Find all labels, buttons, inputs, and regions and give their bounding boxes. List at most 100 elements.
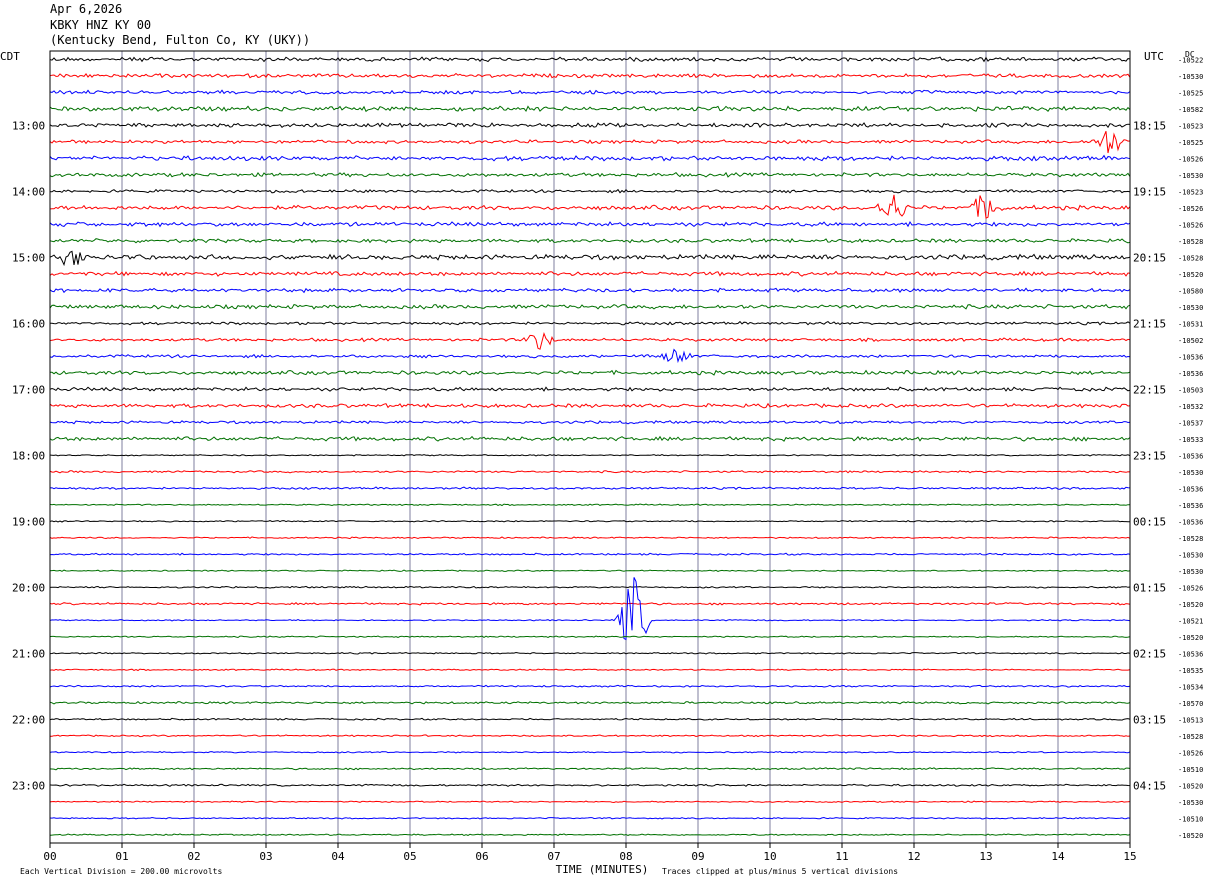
x-tick-label: 01 [115,850,128,863]
dc-offset-label: -10536 [1178,353,1203,361]
trace-27 [49,503,1130,507]
dc-offset-label: -10530 [1178,551,1203,559]
trace-34 [49,577,1131,641]
traces [49,56,1131,837]
trace-37 [49,668,1131,672]
dc-offset-label: -10535 [1178,667,1203,675]
dc-offset-label: -10503 [1178,386,1203,394]
trace-44 [49,783,1131,787]
dc-offset-label: -10526 [1178,155,1203,163]
left-axis-title: CDT [0,50,20,63]
left-hour-label: 21:00 [12,647,45,660]
trace-7 [49,171,1131,178]
dc-offset-label: -10526 [1178,205,1203,213]
trace-13 [49,270,1131,277]
dc-offset-label: -10525 [1178,89,1203,97]
trace-2 [49,89,1131,95]
trace-39 [49,700,1131,705]
x-tick-label: 15 [1123,850,1136,863]
dc-offset-label: -10526 [1178,584,1203,592]
x-tick-label: 14 [1051,850,1065,863]
trace-32 [49,585,1131,589]
left-hour-label: 16:00 [12,317,45,330]
right-hour-label: 00:15 [1133,515,1166,528]
left-hour-label: 17:00 [12,383,45,396]
station-code: KBKY HNZ KY 00 [50,18,152,32]
dc-offset-label: -10530 [1178,469,1203,477]
right-hour-label: 19:15 [1133,185,1166,198]
x-tick-label: 13 [979,850,992,863]
right-hour-label: 04:15 [1133,779,1166,792]
left-hour-label: 18:00 [12,449,45,462]
dc-offset-label: -10530 [1178,73,1203,81]
trace-23 [49,435,1131,442]
trace-19 [49,369,1131,376]
right-hour-label: 21:15 [1133,317,1166,330]
dc-offset-label: -10528 [1178,535,1203,543]
left-hour-label: 15:00 [12,251,45,264]
left-hour-label: 19:00 [12,515,45,528]
dc-offset-label: -10533 [1178,436,1203,444]
trace-33 [49,602,1131,606]
dc-offset-label: -10530 [1178,799,1203,807]
trace-42 [49,750,1131,754]
x-tick-label: 09 [691,850,704,863]
trace-20 [49,386,1131,392]
trace-12 [49,250,1131,267]
dc-offset-label: -10520 [1178,271,1203,279]
trace-10 [49,220,1131,228]
trace-14 [49,287,1131,294]
dc-offset-label: -10530 [1178,304,1203,312]
right-hour-label: 23:15 [1133,449,1166,462]
trace-8 [49,188,1131,194]
dc-offset-label: -10520 [1178,634,1203,642]
dc-offset-label: -10536 [1178,502,1203,510]
trace-43 [49,767,1131,771]
trace-17 [49,331,1131,350]
dc-offset-label: -10536 [1178,452,1203,460]
plot-frame [49,50,1131,844]
trace-5 [49,131,1131,154]
trace-30 [49,552,1131,556]
trace-6 [49,154,1131,162]
chart-date: Apr 6,2026 [50,2,123,16]
x-tick-label: 02 [187,850,200,863]
dc-offset-label: -10513 [1178,716,1203,724]
x-tick-label: 11 [835,850,848,863]
dc-offset-label: -10520 [1178,601,1203,609]
trace-25 [49,470,1131,474]
x-tick-label: 00 [43,850,56,863]
x-tick-label: 03 [259,850,272,863]
dc-label: DC [1185,50,1195,59]
trace-3 [49,105,1131,113]
trace-11 [49,237,1131,244]
trace-28 [49,519,1130,523]
grid [121,51,1059,843]
dc-offset-label: -10530 [1178,568,1203,576]
x-axis-label: TIME (MINUTES) [556,863,649,876]
trace-35 [49,635,1131,639]
trace-46 [49,816,1131,820]
x-tick-label: 10 [763,850,776,863]
trace-4 [49,122,1131,129]
x-tick-label: 06 [475,850,488,863]
dc-offset-label: -10536 [1178,650,1203,658]
trace-21 [49,402,1131,409]
dc-offset-label: -10526 [1178,749,1203,757]
x-tick-label: 07 [547,850,560,863]
dc-offset-label: -10528 [1178,238,1203,246]
dc-offset-label: -10521 [1178,617,1203,625]
trace-38 [49,684,1131,688]
dc-offset-label: -10534 [1178,683,1203,691]
left-hour-label: 22:00 [12,713,45,726]
left-hour-label: 13:00 [12,119,45,132]
right-hour-label: 20:15 [1133,251,1166,264]
trace-1 [49,72,1131,79]
x-tick-label: 12 [907,850,920,863]
dc-offset-label: -10523 [1178,122,1203,130]
trace-15 [49,303,1131,310]
dc-offset-label: -10580 [1178,287,1203,295]
dc-offset-label: -10510 [1178,766,1203,774]
left-hour-label: 14:00 [12,185,45,198]
trace-31 [49,569,1131,572]
